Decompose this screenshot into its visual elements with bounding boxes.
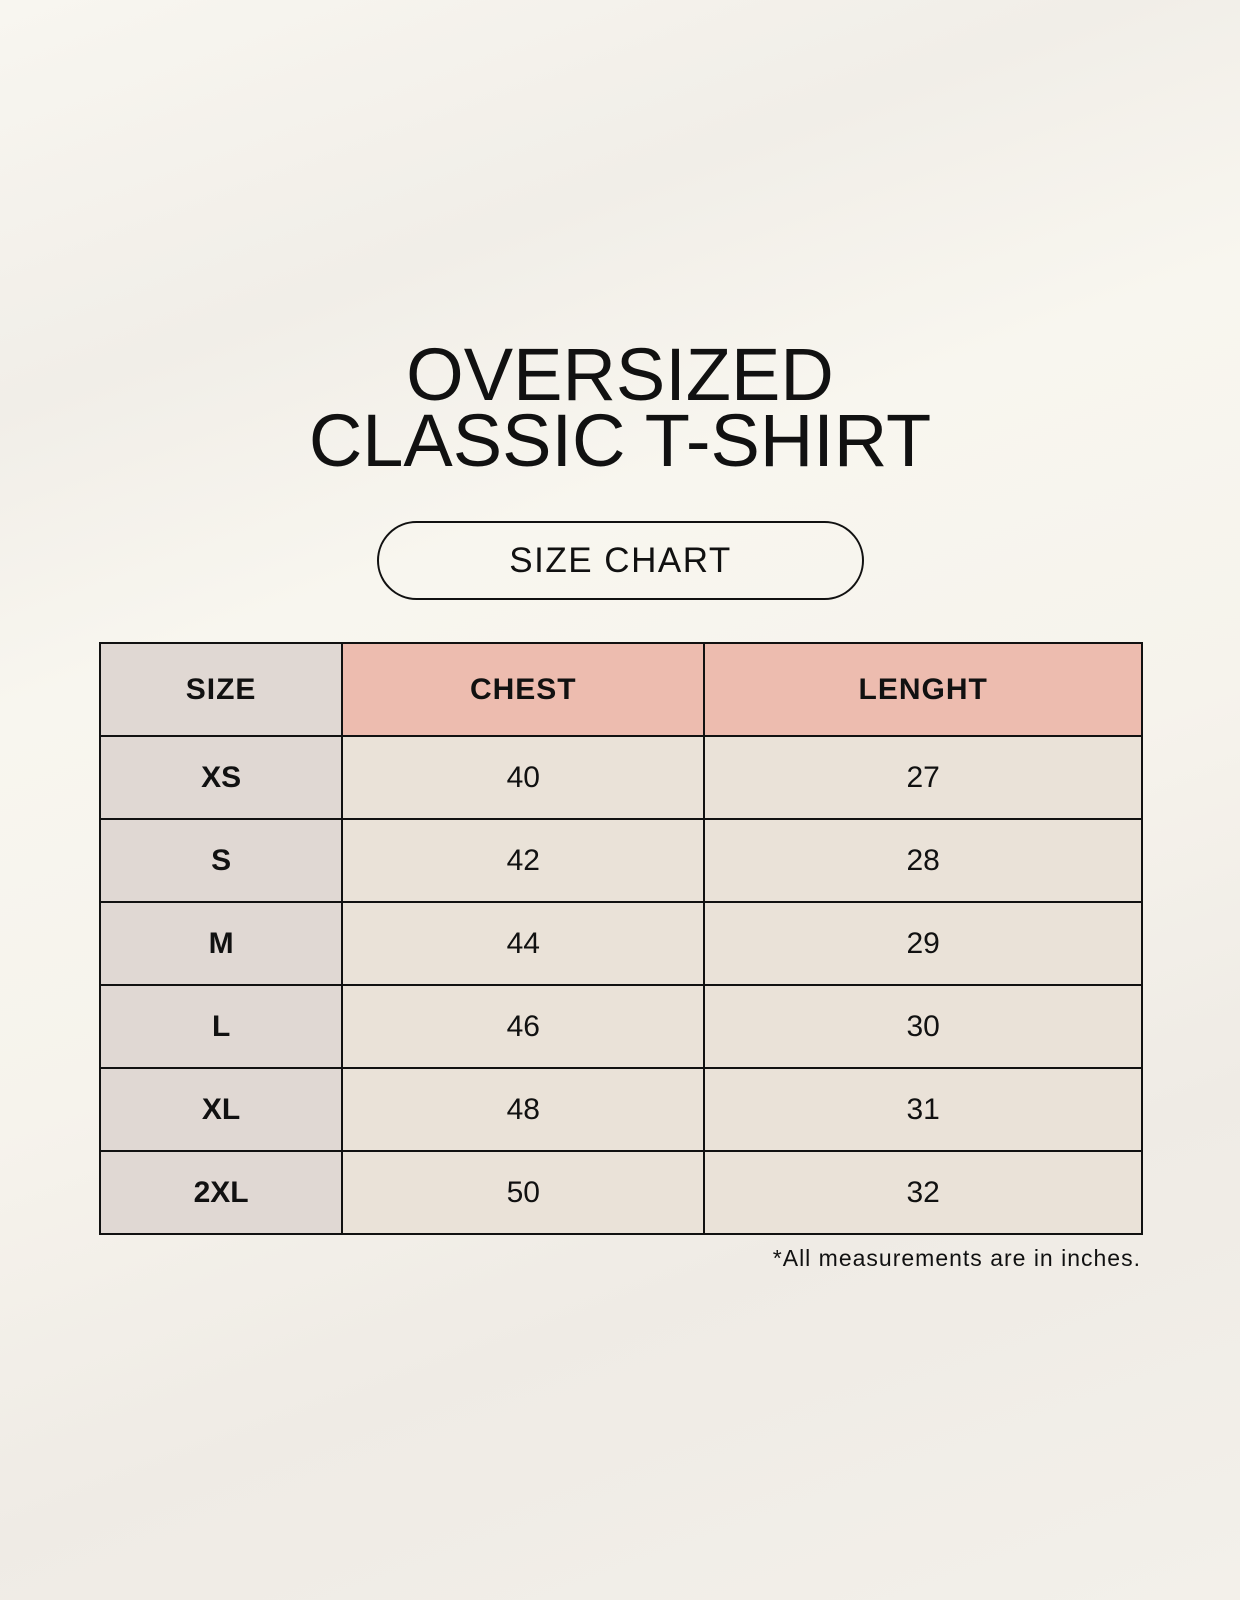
table-row: XS 40 27 — [98, 735, 1143, 820]
size-cell: 2XL — [98, 1150, 344, 1235]
table-row: S 42 28 — [98, 818, 1143, 903]
size-cell: XS — [98, 735, 344, 820]
length-cell: 32 — [703, 1150, 1143, 1235]
size-table: SIZE CHEST LENGHT XS 40 27 S 42 28 M 44 29 L 46 30 X… — [98, 642, 1143, 1235]
length-cell: 28 — [703, 818, 1143, 903]
table-row: XL 48 31 — [98, 1067, 1143, 1152]
size-cell: S — [98, 818, 344, 903]
table-row: M 44 29 — [98, 901, 1143, 986]
title-line-1: OVERSIZED — [406, 333, 834, 416]
chest-cell: 40 — [341, 735, 706, 820]
chest-cell: 48 — [341, 1067, 706, 1152]
chest-cell: 50 — [341, 1150, 706, 1235]
header-length: LENGHT — [703, 642, 1143, 737]
size-cell: L — [98, 984, 344, 1069]
header-size: SIZE — [98, 642, 344, 737]
table-header-row: SIZE CHEST LENGHT — [98, 642, 1143, 737]
length-cell: 30 — [703, 984, 1143, 1069]
table-row: 2XL 50 32 — [98, 1150, 1143, 1235]
title-line-2: CLASSIC T-SHIRT — [308, 399, 932, 482]
chest-cell: 46 — [341, 984, 706, 1069]
length-cell: 31 — [703, 1067, 1143, 1152]
chest-cell: 42 — [341, 818, 706, 903]
table-row: L 46 30 — [98, 984, 1143, 1069]
size-chart-label: SIZE CHART — [377, 521, 864, 600]
chest-cell: 44 — [341, 901, 706, 986]
footnote: *All measurements are in inches. — [772, 1245, 1141, 1271]
length-cell: 27 — [703, 735, 1143, 820]
page-title: OVERSIZED CLASSIC T-SHIRT — [0, 333, 1240, 482]
header-chest: CHEST — [341, 642, 706, 737]
size-cell: M — [98, 901, 344, 986]
length-cell: 29 — [703, 901, 1143, 986]
size-cell: XL — [98, 1067, 344, 1152]
